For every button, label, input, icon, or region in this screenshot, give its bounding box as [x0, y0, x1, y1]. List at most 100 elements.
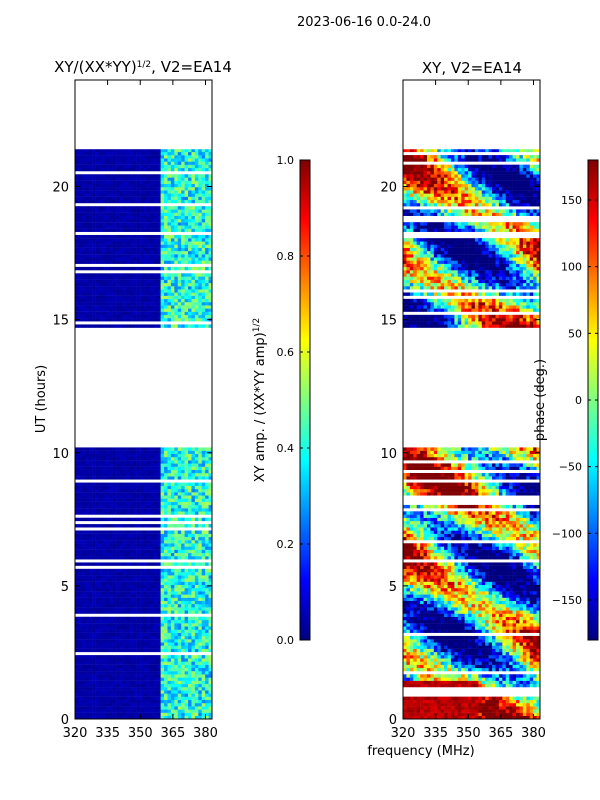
amp-cell: [205, 524, 209, 528]
amp-cell: [75, 295, 79, 300]
amp-cell: [194, 533, 199, 538]
amp-cell: [126, 238, 131, 242]
amp-cell: [160, 250, 165, 255]
amp-cell: [167, 594, 172, 598]
amp-cell: [191, 190, 196, 194]
amp-cell: [109, 642, 113, 646]
amp-cell: [140, 447, 144, 451]
amp-cell: [201, 215, 206, 220]
amp-cell: [112, 212, 117, 216]
amp-cell: [146, 680, 151, 685]
amp-cell: [205, 626, 209, 630]
amp-cell: [157, 594, 161, 598]
amp-cell: [177, 597, 182, 601]
amp-cell: [122, 305, 127, 309]
amp-cell: [146, 324, 151, 328]
amp-cell: [98, 501, 103, 506]
amp-cell: [194, 562, 199, 566]
amp-cell: [105, 584, 110, 589]
amp-cell: [92, 498, 96, 502]
amp-cell: [129, 218, 134, 223]
amp-cell: [112, 536, 117, 541]
amp-cell: [102, 677, 107, 681]
amp-cell: [95, 250, 100, 255]
amp-cell: [153, 623, 158, 627]
amp-cell: [129, 581, 134, 586]
amp-cell: [184, 533, 189, 538]
amp-cell: [205, 667, 209, 672]
amp-cell: [136, 292, 141, 296]
amp-cell: [146, 603, 151, 608]
amp-cell: [85, 655, 89, 659]
amp-cell: [160, 658, 165, 662]
amp-cell: [201, 482, 206, 486]
amp-cell: [143, 703, 148, 707]
amp-cell: [129, 228, 134, 232]
amp-cell: [150, 504, 155, 509]
amp-cell: [194, 266, 199, 271]
amp-cell: [198, 260, 203, 264]
amp-cell: [160, 254, 165, 258]
amp-cell: [85, 552, 89, 557]
amp-cell: [95, 289, 100, 293]
amp-cell: [88, 447, 93, 451]
amp-cell: [153, 568, 158, 573]
amp-cell: [174, 257, 179, 261]
amp-cell: [181, 536, 185, 541]
amp-cell: [102, 308, 107, 312]
amp-cell: [205, 225, 209, 229]
amp-cell: [119, 485, 124, 490]
amp-cell: [153, 292, 158, 296]
amp-cell: [167, 279, 172, 284]
amp-cell: [116, 254, 120, 258]
amp-cell: [174, 212, 179, 216]
amp-cell: [85, 167, 89, 172]
amp-cell: [150, 687, 155, 691]
amp-cell: [129, 238, 134, 242]
amp-cell: [105, 530, 110, 534]
amp-cell: [150, 629, 155, 633]
amp-cell: [170, 199, 175, 204]
amp-cell: [184, 234, 189, 239]
amp-cell: [153, 495, 158, 499]
amp-cell: [122, 225, 127, 229]
amp-cell: [188, 276, 192, 280]
amp-cell: [143, 549, 148, 554]
amp-cell: [129, 626, 134, 630]
amp-cell: [188, 295, 192, 300]
amp-cell: [119, 629, 124, 633]
amp-cell: [194, 619, 199, 624]
amp-cell: [85, 524, 89, 528]
amp-cell: [109, 524, 113, 528]
amp-cell: [191, 266, 196, 271]
amp-cell: [126, 648, 131, 653]
amp-cell: [122, 498, 127, 502]
amp-cell: [201, 639, 206, 643]
amp-cell: [88, 498, 93, 502]
amp-cell: [157, 623, 161, 627]
amp-cell: [150, 472, 155, 477]
amp-cell: [146, 161, 151, 165]
amp-cell: [177, 196, 182, 201]
amp-cell: [95, 196, 100, 201]
amp-cell: [194, 222, 199, 226]
amp-cell: [167, 619, 172, 624]
amp-cell: [181, 594, 185, 598]
amp-cell: [140, 517, 144, 522]
amp-cell: [92, 247, 96, 252]
amp-cell: [85, 693, 89, 697]
amp-cell: [143, 447, 148, 451]
amp-cell: [95, 610, 100, 614]
amp-cell: [184, 635, 189, 640]
amp-cell: [146, 266, 151, 271]
amp-cell: [136, 289, 141, 293]
amp-cell: [140, 709, 144, 713]
amp-cell: [201, 546, 206, 550]
amp-cell: [208, 225, 213, 229]
amp-cell: [98, 190, 103, 194]
amp-cell: [81, 674, 86, 678]
amp-cell: [157, 603, 161, 608]
amp-cell: [184, 642, 189, 646]
amp-cell: [75, 282, 79, 287]
amp-cell: [164, 703, 168, 707]
